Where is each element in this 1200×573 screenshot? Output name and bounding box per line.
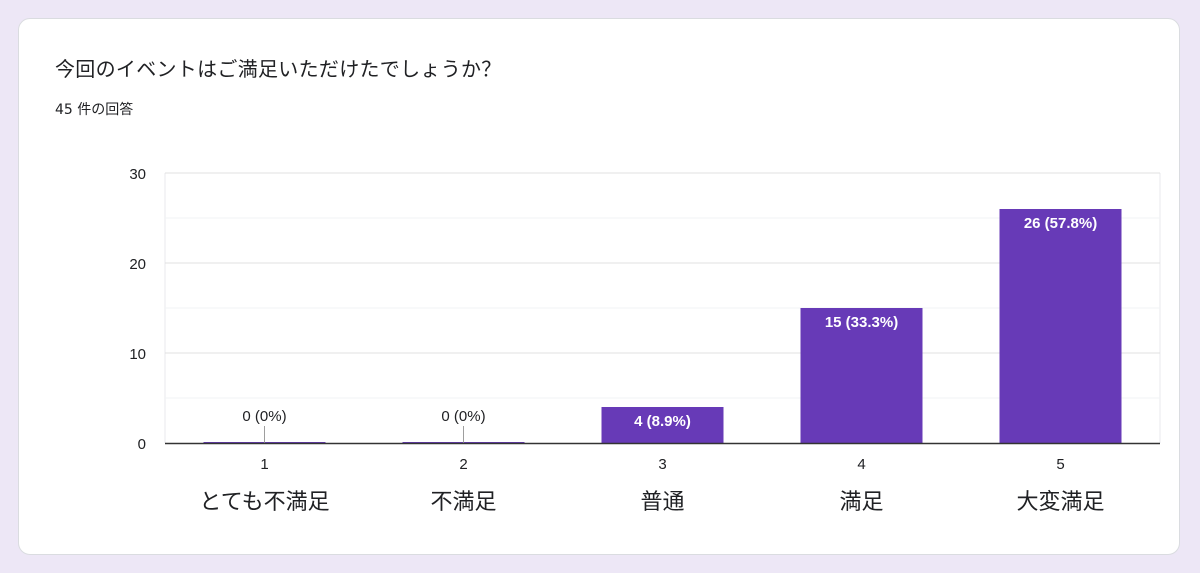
y-axis-ticks: 0 10 20 30 bbox=[129, 166, 146, 453]
gridlines bbox=[164, 172, 1161, 443]
question-title: 今回のイベントはご満足いただけたでしょうか？ bbox=[55, 57, 502, 81]
data-label: 0 (0%) bbox=[242, 408, 286, 425]
y-tick-label: 30 bbox=[129, 166, 146, 183]
category-label: 普通 bbox=[640, 490, 685, 515]
data-label: 4 (8.9%) bbox=[634, 413, 691, 430]
category-label: 大変満足 bbox=[1016, 490, 1105, 515]
x-tick-label: 5 bbox=[1056, 456, 1064, 473]
bars bbox=[203, 209, 1122, 443]
x-tick-label: 3 bbox=[658, 456, 666, 473]
x-tick-label: 4 bbox=[857, 456, 865, 473]
bar bbox=[999, 209, 1122, 443]
y-tick-label: 0 bbox=[138, 436, 146, 453]
y-tick-label: 10 bbox=[129, 346, 146, 363]
y-tick-label: 20 bbox=[129, 256, 146, 273]
category-label: 不満足 bbox=[430, 490, 497, 515]
response-count: 45 件の回答 bbox=[55, 102, 134, 118]
x-tick-label: 1 bbox=[260, 456, 268, 473]
x-tick-label: 2 bbox=[459, 456, 467, 473]
bar bbox=[601, 407, 724, 443]
data-label: 0 (0%) bbox=[441, 408, 485, 425]
category-label: 満足 bbox=[839, 490, 884, 515]
data-labels: 0 (0%) 0 (0%) 4 (8.9%) 15 (33.3%) 26 (57.8%) bbox=[242, 215, 1097, 443]
category-label: とても不満足 bbox=[199, 490, 330, 515]
data-label: 26 (57.8%) bbox=[1024, 215, 1097, 232]
data-label: 15 (33.3%) bbox=[825, 314, 898, 331]
question-card: 今回のイベントはご満足いただけたでしょうか？ 45 件の回答 bbox=[18, 18, 1180, 555]
x-axis-ticks: 1 2 3 4 5 bbox=[260, 456, 1064, 473]
bar bbox=[800, 308, 923, 443]
